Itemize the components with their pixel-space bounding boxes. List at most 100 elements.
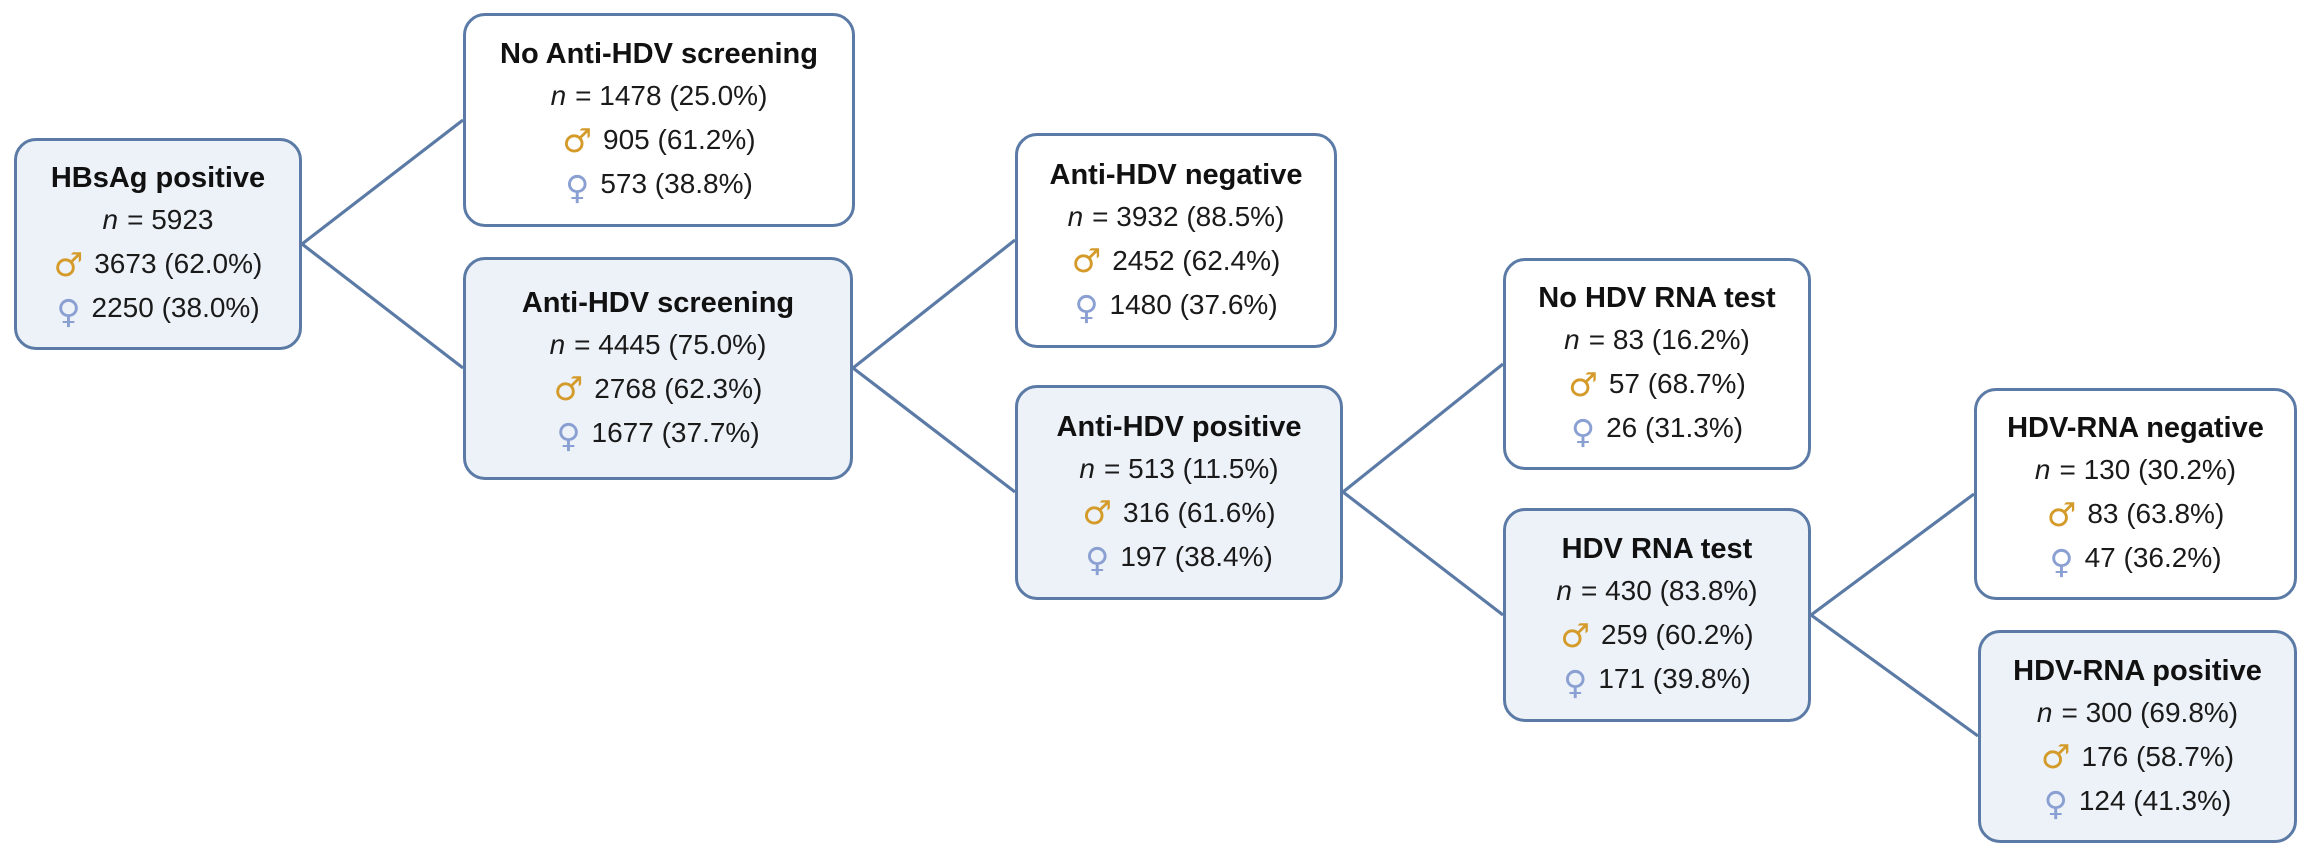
male-icon: ♂ bbox=[2046, 494, 2077, 534]
female-icon: ♀ bbox=[1074, 288, 1099, 327]
count-row: n = 300 (69.8%) bbox=[2037, 691, 2238, 735]
count-row: n = 130 (30.2%) bbox=[2035, 448, 2236, 492]
female-value: 47 (36.2%) bbox=[2084, 542, 2222, 573]
female-value: 1480 (37.6%) bbox=[1109, 288, 1278, 320]
female-value: 197 (38.4%) bbox=[1120, 540, 1273, 572]
n-label: n bbox=[1067, 200, 1084, 232]
count-row: n = 4445 (75.0%) bbox=[550, 323, 767, 367]
node-title: No HDV RNA test bbox=[1538, 282, 1776, 314]
n-value: = 3932 (88.5%) bbox=[1092, 200, 1285, 232]
male-row: ♂ 316 (61.6%) bbox=[1082, 491, 1275, 535]
node-no-anti-hdv-screening: No Anti-HDV screening n = 1478 (25.0%) ♂ 9… bbox=[463, 13, 855, 227]
count-row: n = 1478 (25.0%) bbox=[551, 74, 768, 118]
connector-screening-to-positive bbox=[852, 366, 1016, 494]
male-icon: ♂ bbox=[1560, 615, 1591, 655]
male-value: 259 (60.2%) bbox=[1601, 619, 1754, 650]
male-row: ♂ 259 (60.2%) bbox=[1560, 613, 1753, 657]
n-value: = 83 (16.2%) bbox=[1588, 324, 1750, 355]
female-row: ♀ 1677 (37.7%) bbox=[556, 411, 759, 455]
male-value: 3673 (62.0%) bbox=[94, 248, 263, 279]
node-title: HDV RNA test bbox=[1561, 533, 1753, 565]
male-icon: ♂ bbox=[553, 369, 584, 408]
node-title: Anti-HDV negative bbox=[1049, 158, 1303, 191]
female-value: 124 (41.3%) bbox=[2078, 784, 2232, 816]
female-value: 2250 (38.0%) bbox=[91, 292, 260, 323]
male-icon: ♂ bbox=[2040, 737, 2071, 776]
female-icon: ♀ bbox=[2049, 541, 2074, 581]
n-label: n bbox=[550, 80, 567, 111]
node-anti-hdv-screening: Anti-HDV screening n = 4445 (75.0%) ♂ 2768… bbox=[463, 257, 853, 480]
node-title: Anti-HDV positive bbox=[1056, 410, 1302, 443]
n-label: n bbox=[1556, 575, 1572, 606]
n-value: = 5923 bbox=[127, 204, 214, 235]
node-title: No Anti-HDV screening bbox=[500, 38, 818, 70]
male-row: ♂ 176 (58.7%) bbox=[2041, 735, 2234, 779]
female-row: ♀ 26 (31.3%) bbox=[1571, 406, 1743, 450]
n-label: n bbox=[1564, 324, 1580, 355]
count-row: n = 430 (83.8%) bbox=[1556, 569, 1757, 613]
connector-hbsag-to-screening bbox=[301, 242, 464, 370]
n-value: = 4445 (75.0%) bbox=[574, 328, 767, 360]
count-row: n = 513 (11.5%) bbox=[1079, 447, 1278, 491]
n-value: = 513 (11.5%) bbox=[1103, 452, 1279, 484]
connector-positive-to-no-rnatest bbox=[1342, 362, 1504, 494]
node-no-hdv-rna-test: No HDV RNA test n = 83 (16.2%) ♂ 57 (68.7%… bbox=[1503, 258, 1811, 470]
n-value: = 1478 (25.0%) bbox=[575, 80, 768, 111]
female-icon: ♀ bbox=[2043, 784, 2068, 823]
male-icon: ♂ bbox=[1071, 241, 1102, 280]
female-value: 1677 (37.7%) bbox=[591, 416, 760, 448]
node-anti-hdv-negative: Anti-HDV negative n = 3932 (88.5%) ♂ 2452 … bbox=[1015, 133, 1337, 348]
female-icon: ♀ bbox=[556, 416, 581, 455]
male-row: ♂ 83 (63.8%) bbox=[2047, 492, 2225, 536]
male-value: 316 (61.6%) bbox=[1123, 496, 1276, 528]
male-value: 2452 (62.4%) bbox=[1112, 244, 1281, 276]
female-row: ♀ 171 (39.8%) bbox=[1563, 657, 1751, 701]
node-title: HDV-RNA positive bbox=[2013, 654, 2262, 687]
male-icon: ♂ bbox=[1082, 493, 1113, 532]
connector-hbsag-to-no-screening bbox=[301, 118, 464, 246]
male-value: 905 (61.2%) bbox=[603, 124, 756, 155]
female-row: ♀ 1480 (37.6%) bbox=[1074, 283, 1277, 327]
n-label: n bbox=[2034, 454, 2051, 485]
connector-positive-to-rnatest bbox=[1342, 490, 1504, 617]
node-title: HBsAg positive bbox=[50, 162, 266, 194]
n-label: n bbox=[1079, 452, 1095, 484]
node-hdv-rna-positive: HDV-RNA positive n = 300 (69.8%) ♂ 176 (58… bbox=[1978, 630, 2297, 843]
female-row: ♀ 573 (38.8%) bbox=[565, 162, 753, 206]
node-hdv-rna-test: HDV RNA test n = 430 (83.8%) ♂ 259 (60.2%)… bbox=[1503, 508, 1811, 722]
male-icon: ♂ bbox=[1568, 364, 1598, 404]
node-hbsag-positive: HBsAg positive n = 5923 ♂ 3673 (62.0%) ♀ 22… bbox=[14, 138, 302, 350]
connector-rnatest-to-rna-neg bbox=[1810, 492, 1975, 617]
male-row: ♂ 57 (68.7%) bbox=[1568, 362, 1746, 406]
male-value: 176 (58.7%) bbox=[2081, 740, 2235, 772]
female-icon: ♀ bbox=[1085, 540, 1110, 579]
male-row: ♂ 905 (61.2%) bbox=[562, 118, 755, 162]
male-value: 57 (68.7%) bbox=[1608, 368, 1746, 399]
male-value: 2768 (62.3%) bbox=[594, 372, 763, 404]
count-row: n = 5923 bbox=[103, 198, 214, 242]
female-row: ♀ 197 (38.4%) bbox=[1085, 535, 1273, 579]
node-hdv-rna-negative: HDV-RNA negative n = 130 (30.2%) ♂ 83 (63.… bbox=[1974, 388, 2297, 600]
female-icon: ♀ bbox=[1570, 411, 1596, 451]
female-icon: ♀ bbox=[565, 167, 590, 207]
node-title: HDV-RNA negative bbox=[2007, 412, 2264, 444]
female-value: 573 (38.8%) bbox=[600, 168, 753, 199]
male-value: 83 (63.8%) bbox=[2087, 498, 2225, 529]
female-value: 26 (31.3%) bbox=[1606, 412, 1744, 443]
count-row: n = 3932 (88.5%) bbox=[1068, 195, 1285, 239]
connector-screening-to-negative bbox=[852, 238, 1016, 370]
male-icon: ♂ bbox=[53, 244, 84, 284]
female-value: 171 (39.8%) bbox=[1598, 663, 1751, 694]
count-row: n = 83 (16.2%) bbox=[1564, 318, 1750, 362]
female-row: ♀ 47 (36.2%) bbox=[2049, 536, 2221, 580]
male-row: ♂ 2452 (62.4%) bbox=[1072, 239, 1281, 283]
n-label: n bbox=[549, 328, 566, 360]
n-value: = 130 (30.2%) bbox=[2059, 454, 2237, 485]
male-row: ♂ 3673 (62.0%) bbox=[54, 242, 263, 286]
n-label: n bbox=[2036, 696, 2053, 728]
n-value: = 300 (69.8%) bbox=[2061, 696, 2239, 728]
connector-rnatest-to-rna-pos bbox=[1810, 613, 1979, 738]
male-row: ♂ 2768 (62.3%) bbox=[554, 367, 763, 411]
n-label: n bbox=[102, 204, 119, 235]
male-icon: ♂ bbox=[562, 120, 593, 160]
